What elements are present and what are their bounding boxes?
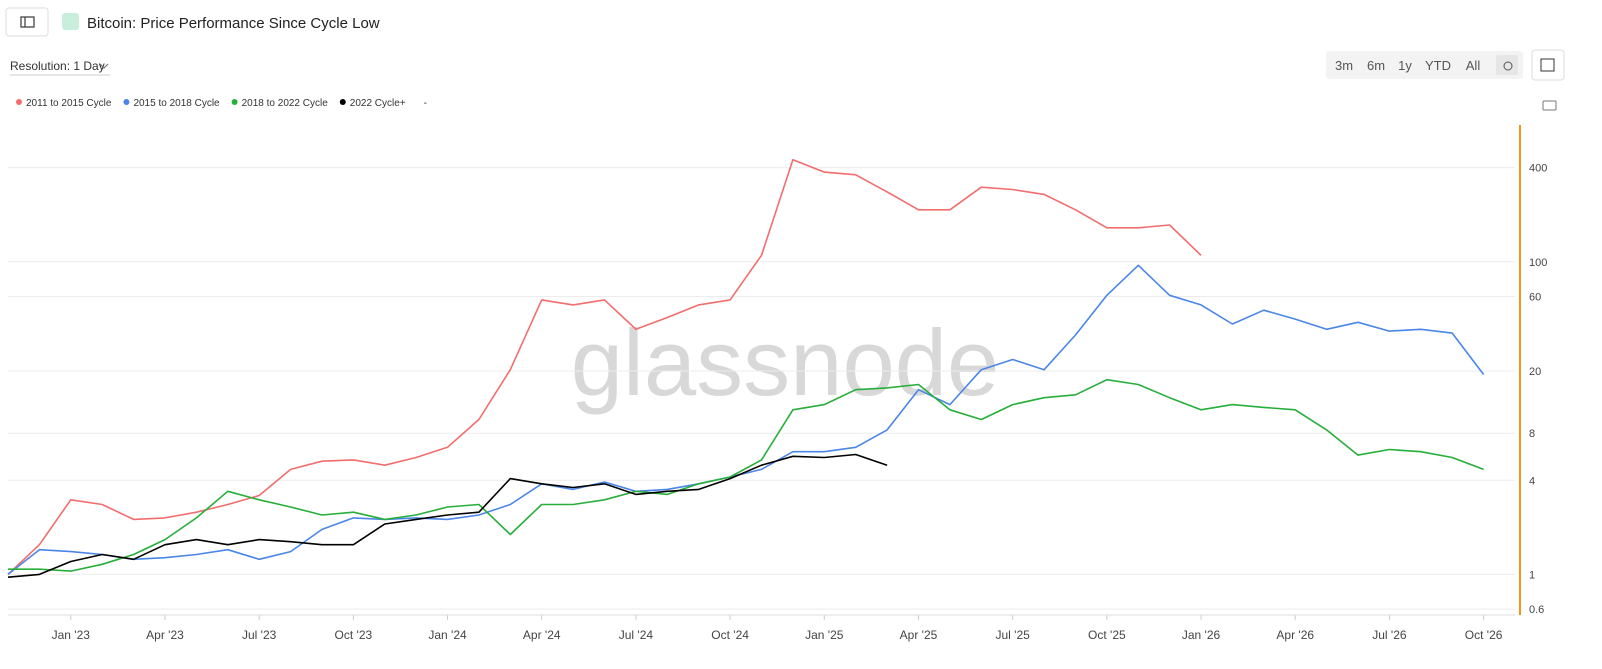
- range-button[interactable]: 6m: [1367, 58, 1385, 73]
- y-tick-label: 60: [1529, 291, 1541, 303]
- sidebar-toggle[interactable]: [5, 7, 49, 37]
- x-tick-label: Oct '26: [1465, 628, 1503, 642]
- calendar-button[interactable]: [1531, 49, 1565, 81]
- series-line: [8, 378, 1484, 572]
- range-button[interactable]: All: [1466, 58, 1481, 73]
- x-tick-label: Jan '24: [428, 628, 467, 642]
- legend-label[interactable]: 2015 to 2018 Cycle: [133, 98, 220, 109]
- series-line: [7, 453, 888, 578]
- watermark: glassnode: [571, 310, 1000, 415]
- resolution-select[interactable]: Resolution: 1 Day: [10, 59, 105, 73]
- range-button[interactable]: YTD: [1425, 58, 1451, 73]
- x-tick-label: Jul '25: [996, 628, 1031, 642]
- y-tick-label: 0.6: [1529, 604, 1544, 616]
- y-tick-label: 20: [1529, 366, 1541, 378]
- x-tick-label: Oct '24: [711, 628, 749, 642]
- series-line: [7, 264, 1485, 576]
- camera-icon[interactable]: [1542, 100, 1557, 111]
- x-tick-label: Jul '24: [619, 628, 654, 642]
- y-tick-label: 100: [1529, 257, 1547, 269]
- page-title: Bitcoin: Price Performance Since Cycle L…: [87, 15, 380, 32]
- legend-marker: [231, 99, 238, 105]
- range-bar: [1326, 51, 1523, 79]
- dropdown-caret: [99, 63, 109, 69]
- x-tick-label: Jul '26: [1372, 628, 1407, 642]
- range-button[interactable]: 3m: [1335, 58, 1353, 73]
- x-tick-label: Jul '23: [242, 628, 277, 642]
- range-button[interactable]: 1y: [1398, 58, 1412, 73]
- x-tick-label: Apr '25: [900, 628, 938, 642]
- legend-marker: [123, 99, 130, 105]
- calendar-icon: [1540, 58, 1555, 72]
- legend-marker: [339, 99, 346, 105]
- y-tick-label: 400: [1529, 163, 1547, 175]
- metric-icon: [62, 13, 79, 30]
- legend-label: -: [424, 98, 427, 109]
- zoom-button[interactable]: [1496, 55, 1518, 75]
- zoom-icon: [1503, 61, 1513, 71]
- x-tick-label: Jan '26: [1182, 628, 1221, 642]
- x-tick-label: Jan '25: [805, 628, 844, 642]
- sidebar-icon: [20, 16, 35, 28]
- x-tick-label: Apr '23: [146, 628, 184, 642]
- y-tick-label: 1: [1529, 569, 1535, 581]
- y-tick-label: 8: [1529, 428, 1535, 440]
- x-tick-label: Apr '24: [523, 628, 561, 642]
- legend-label[interactable]: 2018 to 2022 Cycle: [242, 98, 329, 109]
- x-tick-label: Apr '26: [1276, 628, 1314, 642]
- legend-marker: [16, 99, 22, 105]
- y-tick-label: 4: [1529, 475, 1535, 487]
- x-tick-label: Oct '25: [1088, 628, 1126, 642]
- legend-label[interactable]: 2011 to 2015 Cycle: [26, 98, 112, 109]
- x-tick-label: Oct '23: [335, 628, 373, 642]
- legend-label[interactable]: 2022 Cycle+: [350, 98, 406, 109]
- x-tick-label: Jan '23: [52, 628, 91, 642]
